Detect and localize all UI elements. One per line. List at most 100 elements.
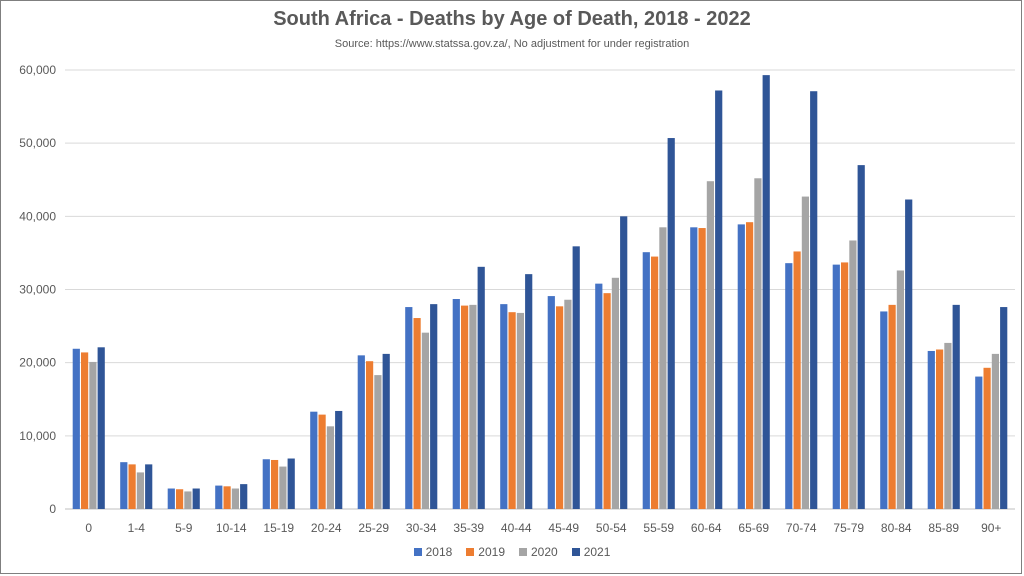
x-tick-label: 90+ bbox=[981, 521, 1001, 535]
bar-2018-30-34 bbox=[405, 307, 413, 509]
bar-2021-65-69 bbox=[762, 75, 770, 509]
bar-2021-15-19 bbox=[287, 458, 295, 509]
y-tick-label: 60,000 bbox=[19, 63, 56, 77]
bar-2019-30-34 bbox=[413, 318, 421, 509]
bar-2019-80-84 bbox=[888, 304, 896, 509]
bar-2019-45-49 bbox=[556, 306, 564, 509]
x-tick-label: 20-24 bbox=[311, 521, 342, 535]
legend-label: 2019 bbox=[478, 545, 505, 559]
bar-2020-1-4 bbox=[136, 472, 144, 509]
bar-2019-65-69 bbox=[746, 222, 754, 510]
x-tick-label: 15-19 bbox=[263, 521, 294, 535]
bar-2018-25-29 bbox=[357, 355, 365, 509]
bar-2021-40-44 bbox=[525, 274, 533, 509]
legend-item-2019: 2019 bbox=[466, 545, 505, 559]
bar-2020-30-34 bbox=[421, 332, 429, 509]
x-tick-label: 65-69 bbox=[738, 521, 769, 535]
x-tick-label: 75-79 bbox=[833, 521, 864, 535]
bar-2020-40-44 bbox=[516, 312, 524, 509]
bar-2020-80-84 bbox=[896, 270, 904, 509]
bar-2019-35-39 bbox=[461, 305, 469, 509]
bar-2018-1-4 bbox=[120, 462, 128, 509]
bar-2019-40-44 bbox=[508, 312, 516, 509]
x-tick-label: 85-89 bbox=[928, 521, 959, 535]
x-tick-label: 10-14 bbox=[216, 521, 247, 535]
x-tick-label: 80-84 bbox=[881, 521, 912, 535]
x-tick-label: 50-54 bbox=[596, 521, 627, 535]
x-tick-label: 70-74 bbox=[786, 521, 817, 535]
bar-2019-75-79 bbox=[841, 262, 849, 509]
bar-2019-85-89 bbox=[936, 349, 944, 509]
x-tick-label: 1-4 bbox=[128, 521, 146, 535]
bar-2020-10-14 bbox=[231, 488, 239, 509]
bar-2021-60-64 bbox=[715, 90, 723, 509]
bar-2018-55-59 bbox=[642, 252, 650, 509]
bar-2021-0 bbox=[97, 347, 105, 509]
x-tick-label: 60-64 bbox=[691, 521, 722, 535]
legend-swatch bbox=[413, 548, 422, 556]
bar-2019-20-24 bbox=[318, 414, 326, 509]
bar-2021-5-9 bbox=[192, 488, 200, 509]
bar-2020-50-54 bbox=[611, 277, 619, 509]
bar-2018-5-9 bbox=[167, 488, 175, 509]
bar-2020-70-74 bbox=[801, 196, 809, 509]
bar-2020-15-19 bbox=[279, 466, 287, 509]
bar-2018-85-89 bbox=[927, 350, 935, 509]
bar-2021-35-39 bbox=[477, 266, 485, 509]
bar-2021-75-79 bbox=[857, 165, 865, 509]
bar-2021-85-89 bbox=[952, 304, 960, 509]
legend-label: 2021 bbox=[583, 545, 611, 559]
bar-2020-25-29 bbox=[374, 375, 382, 509]
bar-2020-35-39 bbox=[469, 304, 477, 509]
bar-2021-80-84 bbox=[905, 199, 913, 509]
bar-2019-0 bbox=[81, 352, 89, 509]
bar-2021-50-54 bbox=[620, 216, 628, 510]
bar-2021-10-14 bbox=[240, 484, 248, 509]
bar-2021-20-24 bbox=[335, 410, 343, 509]
bar-2020-65-69 bbox=[754, 178, 762, 509]
x-tick-label: 40-44 bbox=[501, 521, 532, 535]
y-tick-label: 10,000 bbox=[19, 429, 56, 443]
bar-2021-45-49 bbox=[572, 246, 580, 509]
y-tick-label: 20,000 bbox=[19, 356, 56, 370]
bar-2019-70-74 bbox=[793, 251, 801, 509]
bar-2021-55-59 bbox=[667, 138, 675, 510]
x-tick-label: 5-9 bbox=[175, 521, 193, 535]
x-tick-label: 0 bbox=[85, 521, 92, 535]
x-tick-label: 45-49 bbox=[548, 521, 579, 535]
bar-2019-50-54 bbox=[603, 293, 611, 509]
bar-2020-5-9 bbox=[184, 491, 192, 509]
bar-2019-90+ bbox=[983, 367, 991, 509]
legend-label: 2018 bbox=[425, 545, 453, 559]
bar-2018-70-74 bbox=[785, 263, 793, 509]
legend-swatch bbox=[571, 548, 580, 556]
y-tick-label: 40,000 bbox=[19, 209, 56, 223]
bar-2018-60-64 bbox=[690, 227, 698, 509]
x-tick-label: 30-34 bbox=[406, 521, 437, 535]
x-tick-label: 55-59 bbox=[643, 521, 674, 535]
bar-2018-35-39 bbox=[452, 299, 460, 509]
bar-2019-1-4 bbox=[128, 464, 136, 509]
bar-2018-50-54 bbox=[595, 283, 603, 509]
bar-2020-75-79 bbox=[849, 240, 857, 509]
bar-2018-15-19 bbox=[262, 459, 270, 509]
bar-2019-15-19 bbox=[271, 459, 279, 509]
bar-2019-5-9 bbox=[176, 489, 184, 509]
bar-2020-20-24 bbox=[326, 426, 334, 509]
bar-2020-60-64 bbox=[706, 181, 714, 510]
bar-2018-90+ bbox=[975, 376, 983, 509]
bar-2018-10-14 bbox=[215, 485, 223, 509]
bar-2018-0 bbox=[72, 348, 80, 509]
bar-2018-80-84 bbox=[880, 311, 888, 509]
bar-2018-75-79 bbox=[832, 264, 840, 509]
bar-2021-90+ bbox=[1000, 307, 1008, 509]
bar-2018-40-44 bbox=[500, 304, 508, 509]
bar-2021-70-74 bbox=[810, 91, 818, 510]
x-tick-label: 25-29 bbox=[358, 521, 389, 535]
bar-2021-25-29 bbox=[382, 353, 390, 509]
bar-2019-55-59 bbox=[651, 256, 659, 509]
x-tick-label: 35-39 bbox=[453, 521, 484, 535]
legend-label: 2020 bbox=[531, 545, 558, 559]
chart-legend: 2018 2019 2020 2021 bbox=[0, 545, 1024, 559]
bar-2021-1-4 bbox=[145, 464, 153, 509]
